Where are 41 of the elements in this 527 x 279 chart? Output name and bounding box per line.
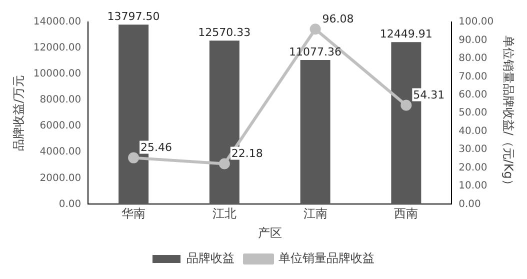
y-tick-label: 4000.00 [40,146,82,158]
y2-axis-title: 单位销量品牌收益/（元/Kg） [502,35,516,191]
point [310,24,321,35]
bar [300,60,330,204]
y2-tick-label: 80.00 [458,53,488,64]
y2-tick-label: 0.00 [458,198,481,210]
x-tick-label: 华南 [122,206,146,221]
y2-tick-label: 90.00 [458,34,488,46]
data-label: 11077.36 [289,45,342,58]
y2-tick-label: 20.00 [458,162,488,174]
y2-tick-label: 40.00 [458,126,488,137]
y-axis-title: 品牌收益/万元 [11,75,26,152]
data-label: 22.18 [231,147,263,160]
data-label: 13797.50 [107,10,160,23]
point [128,152,140,164]
y-tick-label: 8000.00 [40,94,82,106]
x-tick-label: 江北 [212,206,236,221]
data-label: 25.46 [140,141,172,154]
legend-label: 品牌收益 [186,251,234,266]
y-tick-label: 6000.00 [40,120,82,132]
y-tick-label: 14000.00 [33,16,82,28]
x-tick-label: 江南 [303,206,328,221]
y-tick-label: 10000.00 [33,68,82,80]
x-axis-title: 产区 [258,226,282,240]
y2-tick-label: 70.00 [458,71,488,82]
point [218,158,230,170]
y-tick-label: 0.00 [58,198,82,210]
y2-tick-label: 50.00 [458,108,488,119]
y2-tick-label: 30.00 [458,144,488,156]
y2-tick-label: 60.00 [458,89,488,100]
point [400,100,412,111]
y2-tick-label: 10.00 [458,180,488,192]
y2-tick-label: 100.00 [458,16,494,28]
y-tick-label: 2000.00 [40,172,82,184]
data-label: 12449.91 [380,28,432,41]
y-tick-label: 12000.00 [33,42,82,54]
data-label: 54.31 [413,88,445,102]
data-label: 96.08 [322,12,354,26]
x-tick-label: 西南 [394,206,418,221]
data-label: 12570.33 [198,26,251,39]
legend-label: 单位销量品牌收益 [278,251,374,266]
